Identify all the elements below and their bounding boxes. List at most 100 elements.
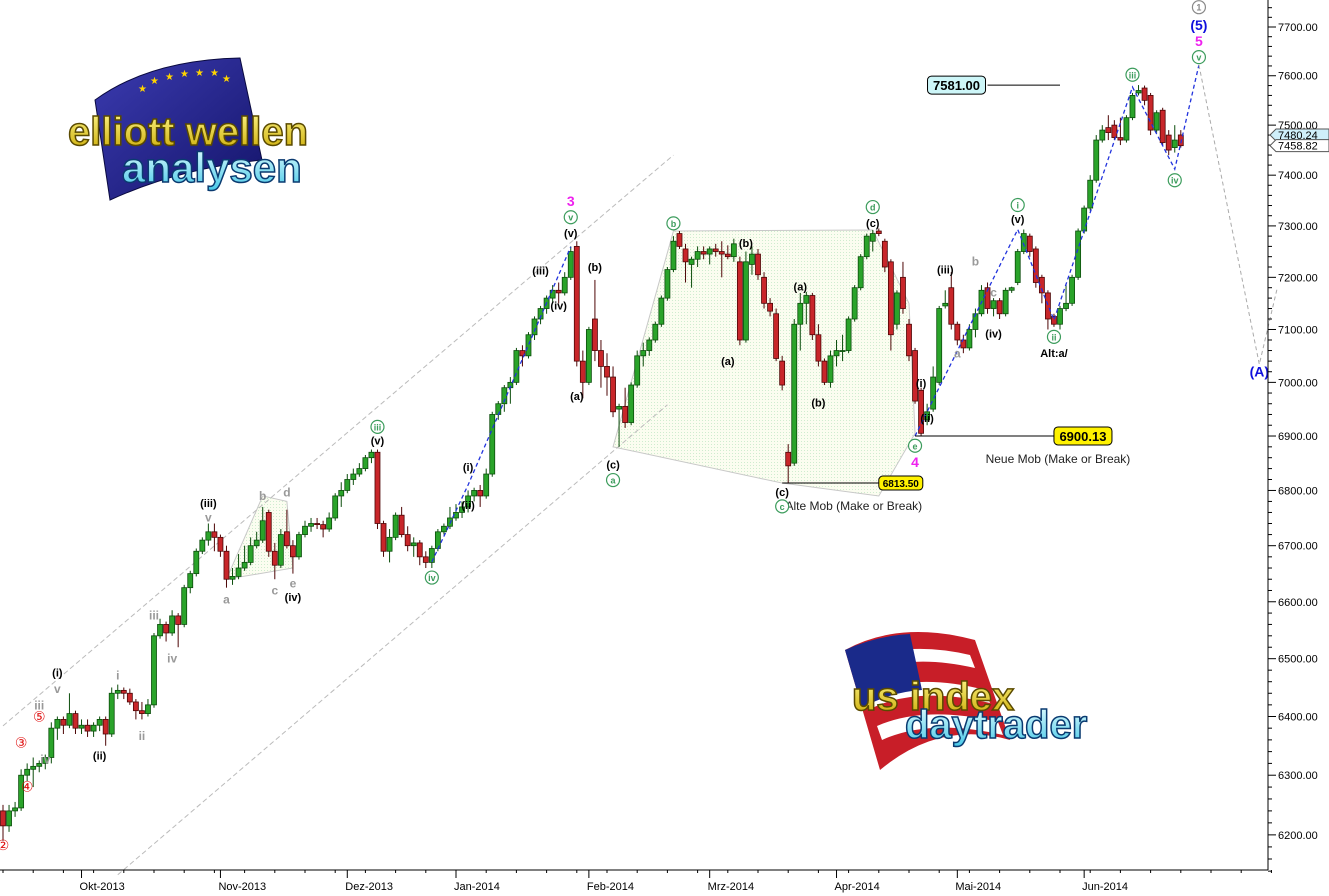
- candle: [1129, 95, 1136, 119]
- candle: [296, 534, 302, 558]
- candle: [833, 350, 840, 357]
- wave-label: (v): [371, 436, 385, 448]
- candle: [259, 520, 266, 541]
- svg-text:★: ★: [180, 69, 189, 80]
- tick-label: 6700.00: [1278, 541, 1318, 553]
- wave-label: (ii): [93, 751, 107, 763]
- candle: [90, 724, 97, 732]
- month-label: Dez-2013: [345, 881, 393, 893]
- level-value: 7581.00: [933, 78, 980, 93]
- candle: [368, 451, 375, 459]
- triangle-a-e: [612, 229, 916, 497]
- wave-label: ④: [21, 779, 34, 795]
- wave-path: [914, 64, 1200, 437]
- candle: [628, 384, 635, 423]
- candle: [658, 297, 665, 325]
- candle: [386, 536, 393, 552]
- price-levels: 7581.00 6900.13 Neue Mob (Make or Break) 68…: [782, 75, 1130, 513]
- candle: [0, 810, 6, 827]
- candle: [688, 258, 695, 265]
- month-label: Nov-2013: [218, 881, 266, 893]
- candle: [942, 302, 949, 307]
- candle: [108, 692, 115, 735]
- wave-label: (b): [739, 238, 753, 250]
- wave-label: (a): [570, 391, 584, 403]
- candle: [344, 479, 351, 491]
- candle: [996, 300, 1003, 315]
- tick-label: 7400.00: [1278, 170, 1318, 182]
- price-axis[interactable]: 6200.00 6300.00 6400.00 6500.00 6600.00 6700.…: [1267, 0, 1329, 872]
- candle: [84, 724, 91, 732]
- candle: [712, 248, 719, 252]
- candle: [851, 287, 858, 320]
- projection-path: [1198, 64, 1278, 365]
- candle: [277, 534, 284, 566]
- tick-label: 7000.00: [1278, 377, 1318, 389]
- wave-label: (iv): [285, 592, 302, 604]
- candle: [1020, 233, 1027, 252]
- wave-labels: ②③④⑤iiiivv(i)(ii)iiiiiiivv(iii)abcde(iv)…: [0, 0, 1269, 854]
- candle: [869, 233, 876, 242]
- candle: [199, 539, 206, 552]
- time-axis[interactable]: Okt-2013 Nov-2013 Dez-2013 Jan-2014 Feb-2014…: [0, 869, 1272, 893]
- candle: [42, 757, 49, 764]
- month-label: Feb-2014: [587, 881, 634, 893]
- svg-text:★: ★: [195, 68, 204, 79]
- wave-label-circle: [605, 472, 621, 488]
- candle: [797, 302, 804, 325]
- wave-label: 3: [567, 193, 575, 209]
- candle: [241, 562, 248, 569]
- candle: [1117, 137, 1124, 141]
- candle: [380, 523, 387, 552]
- svg-text:★: ★: [150, 76, 159, 87]
- candle: [78, 724, 85, 729]
- candle: [900, 276, 906, 309]
- wave-label: v: [54, 682, 61, 696]
- wave-label: c: [990, 286, 997, 300]
- wave-label-circle: [563, 210, 578, 225]
- level-box: [1053, 426, 1113, 446]
- wave-label-circle: [666, 216, 681, 231]
- candle: [990, 300, 997, 309]
- wave-label: (iv): [550, 300, 567, 312]
- candle: [749, 253, 755, 265]
- candle: [338, 490, 345, 497]
- wave-label: (b): [588, 262, 602, 274]
- candle: [290, 545, 296, 558]
- candle: [120, 689, 127, 694]
- candle: [1093, 139, 1100, 181]
- price-tag-value: 7480.24: [1278, 130, 1318, 142]
- candle: [821, 360, 828, 383]
- candle: [1063, 302, 1069, 309]
- candle: [265, 512, 272, 552]
- candle: [845, 318, 852, 351]
- candle: [12, 807, 18, 812]
- candle: [163, 624, 169, 634]
- wave-label-circle: [1191, 50, 1207, 65]
- candle: [640, 350, 647, 357]
- candle: [320, 524, 327, 530]
- wave-label: v: [568, 213, 573, 223]
- svg-text:★: ★: [210, 68, 219, 79]
- candle: [314, 523, 320, 526]
- tick-label: 6400.00: [1278, 711, 1318, 723]
- wave-label: i: [1016, 201, 1019, 211]
- level-value: 6900.13: [1059, 429, 1106, 444]
- wave-label: iv: [40, 752, 50, 766]
- wave-label: (iii): [532, 265, 549, 277]
- candle: [356, 468, 363, 475]
- candle: [217, 536, 224, 552]
- candle: [634, 355, 641, 386]
- level-box: [927, 75, 987, 95]
- candle: [887, 261, 894, 336]
- candle: [404, 534, 411, 547]
- candle: [30, 765, 37, 770]
- level-box: [878, 475, 924, 491]
- candle: [459, 506, 465, 513]
- candle: [24, 768, 31, 776]
- candle: [181, 587, 188, 625]
- wave-label: v: [1196, 53, 1201, 63]
- candle: [362, 457, 369, 469]
- wave-label: iv: [167, 651, 177, 665]
- wave-label: Alt:a/: [1040, 348, 1068, 360]
